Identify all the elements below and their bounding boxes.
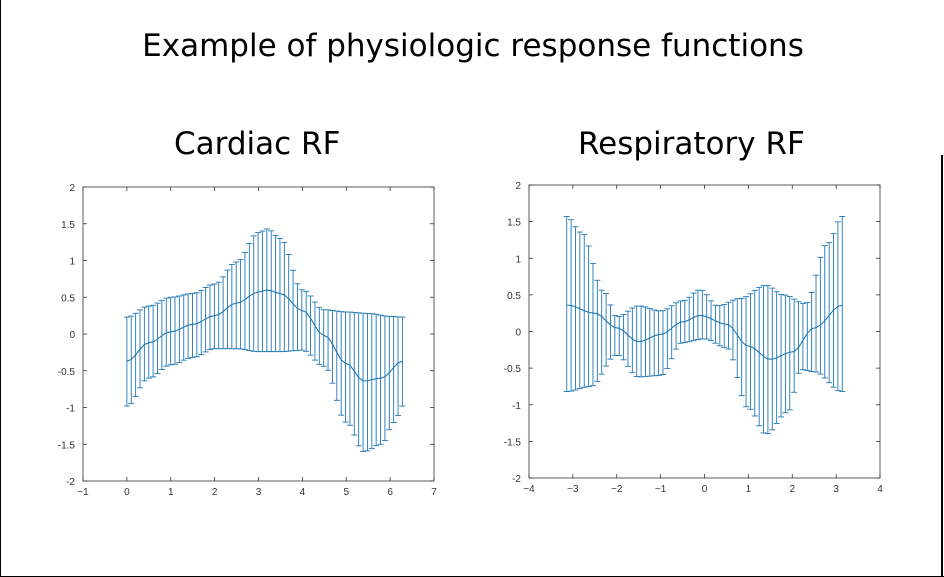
x-tick-label: 2 [212, 487, 218, 498]
y-tick-label: -1.5 [58, 440, 76, 451]
x-tick-label: 4 [300, 487, 306, 498]
x-tick-label: 3 [256, 487, 262, 498]
y-tick-label: -0.5 [504, 364, 522, 375]
y-tick-label: 1.5 [61, 220, 75, 231]
mean-line [126, 289, 403, 382]
x-tick-label: 1 [746, 484, 752, 495]
x-tick-label: −4 [523, 484, 535, 495]
x-tick-label: 6 [387, 487, 393, 498]
y-tick-label: 1 [69, 257, 75, 268]
y-tick-label: 1.5 [507, 218, 521, 229]
x-tick-label: 7 [431, 487, 437, 498]
y-tick-label: 2 [69, 183, 75, 194]
x-tick-label: −2 [611, 484, 623, 495]
y-tick-label: -2 [512, 474, 521, 485]
y-tick-label: -1 [66, 404, 75, 415]
y-tick-label: 0.5 [507, 291, 521, 302]
y-tick-label: 0 [69, 330, 75, 341]
x-tick-label: 1 [168, 487, 174, 498]
x-tick-label: 0 [124, 487, 130, 498]
y-tick-label: -1.5 [504, 437, 522, 448]
mean-line [566, 304, 843, 360]
x-tick-label: −3 [567, 484, 579, 495]
y-tick-label: 0 [515, 328, 521, 339]
x-tick-label: 5 [343, 487, 349, 498]
x-tick-label: 4 [877, 484, 883, 495]
y-tick-label: -1 [512, 401, 521, 412]
respiratory-chart-title: Respiratory RF [578, 126, 805, 162]
y-tick-label: 2 [515, 181, 521, 192]
x-tick-label: −1 [655, 484, 667, 495]
x-tick-label: 0 [702, 484, 708, 495]
y-tick-label: 1 [515, 254, 521, 265]
x-tick-label: 3 [833, 484, 839, 495]
cardiac-chart-title: Cardiac RF [174, 126, 341, 162]
x-tick-label: −1 [77, 487, 89, 498]
y-tick-label: -2 [66, 477, 75, 488]
x-tick-label: 2 [789, 484, 795, 495]
slide-title: Example of physiologic response function… [142, 28, 804, 64]
plot-frame [528, 184, 881, 479]
y-tick-label: 0.5 [61, 293, 75, 304]
y-tick-label: -0.5 [58, 367, 76, 378]
slide-edge [941, 155, 943, 576]
